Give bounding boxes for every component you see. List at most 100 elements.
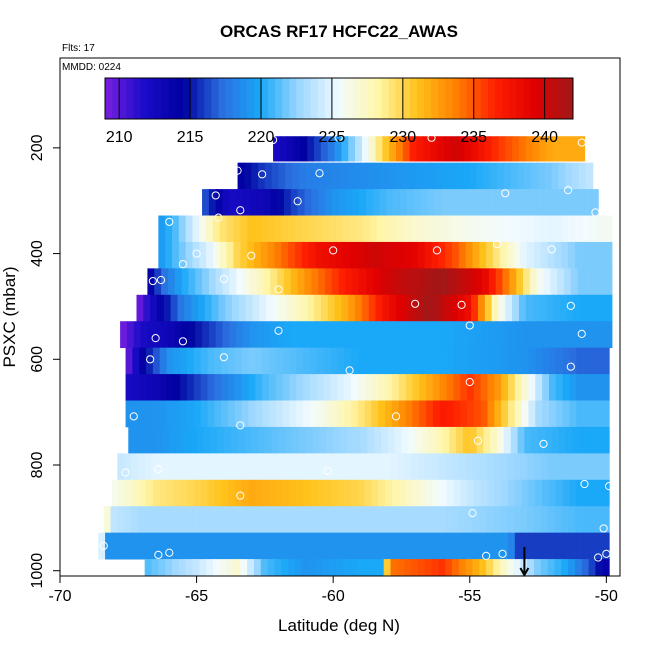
- heat-cell: [427, 189, 435, 216]
- heat-cell: [430, 294, 438, 322]
- heat-cell: [569, 532, 577, 560]
- heat-cell: [589, 400, 598, 428]
- colorbar-segment: [381, 78, 390, 119]
- heat-cell: [443, 136, 452, 162]
- heat-cell: [390, 453, 398, 481]
- heat-cell: [370, 453, 378, 481]
- sample-point: [329, 246, 338, 255]
- heat-cell: [237, 162, 245, 190]
- heat-cell: [568, 559, 576, 576]
- heat-cell: [294, 559, 303, 576]
- heat-cell: [319, 162, 327, 190]
- heat-cell: [523, 268, 531, 296]
- heat-cell: [212, 559, 221, 576]
- heat-cell: [372, 268, 381, 296]
- heat-cell: [576, 532, 584, 560]
- heat-cell: [330, 532, 338, 560]
- heat-cell: [166, 374, 174, 401]
- heat-cell: [296, 374, 304, 401]
- heat-cell: [243, 321, 251, 349]
- colorbar-segment: [133, 78, 141, 119]
- heat-cell: [243, 189, 251, 216]
- heat-cell: [540, 215, 549, 243]
- heat-cell: [320, 294, 329, 322]
- heat-cell: [255, 400, 263, 428]
- heat-cell: [453, 400, 461, 428]
- sample-point: [293, 197, 302, 206]
- heat-cell: [320, 136, 329, 162]
- heat-cell: [159, 400, 168, 428]
- heat-cell: [329, 241, 337, 269]
- heat-cell: [146, 400, 154, 428]
- heat-cell: [174, 268, 183, 296]
- heat-cell: [370, 559, 378, 576]
- heat-cell: [338, 321, 347, 349]
- heat-cell: [203, 426, 211, 454]
- heat-cell: [173, 400, 181, 428]
- heat-cell: [139, 347, 147, 375]
- heat-cell: [247, 506, 255, 534]
- heat-cell: [260, 506, 269, 534]
- heat-cell: [124, 453, 132, 481]
- heat-cell: [159, 479, 168, 507]
- heat-cell: [516, 268, 524, 296]
- heat-cell: [580, 136, 586, 162]
- heat-cell: [495, 189, 504, 216]
- heat-cell: [574, 215, 583, 243]
- heat-cell: [502, 268, 510, 296]
- heat-cell: [187, 400, 195, 428]
- heat-cell: [513, 241, 521, 269]
- heat-cell: [604, 268, 613, 296]
- heat-cell: [226, 506, 235, 534]
- heat-cell: [452, 215, 460, 243]
- colorbar-segment: [296, 78, 305, 119]
- heat-cell: [294, 215, 303, 243]
- heat-cell: [431, 241, 439, 269]
- heat-cell: [475, 321, 483, 349]
- colorbar-segment: [190, 78, 198, 119]
- heat-cell: [281, 241, 289, 269]
- heat-cell: [497, 162, 505, 190]
- heat-cell: [345, 189, 353, 216]
- heat-cell: [247, 559, 255, 576]
- heat-cell: [318, 268, 326, 296]
- heat-cell: [492, 215, 501, 243]
- heat-cell: [551, 426, 560, 454]
- heat-cell: [342, 241, 351, 269]
- sample-point: [219, 353, 228, 362]
- heat-cell: [495, 268, 504, 296]
- heat-cell: [158, 215, 166, 243]
- heat-cell: [516, 189, 524, 216]
- heat-cell: [467, 374, 475, 401]
- heat-cell: [144, 559, 153, 576]
- heat-cell: [416, 294, 424, 322]
- heat-cell: [315, 215, 323, 243]
- heat-cell: [579, 426, 587, 454]
- heat-cell: [372, 189, 381, 216]
- heat-cell: [228, 374, 236, 401]
- colorbar-segment: [310, 78, 319, 119]
- heat-cell: [340, 162, 348, 190]
- sample-point: [594, 553, 603, 562]
- heat-cell: [540, 241, 549, 269]
- colorbar-segment: [339, 78, 347, 119]
- heat-cell: [506, 241, 515, 269]
- heat-cell: [363, 506, 371, 534]
- sample-point: [391, 412, 401, 421]
- heat-cell: [241, 374, 250, 401]
- heat-cell: [315, 453, 323, 481]
- heat-cell: [208, 189, 217, 216]
- heat-cell: [529, 268, 538, 296]
- heat-cell: [596, 532, 605, 560]
- heat-cell: [277, 189, 285, 216]
- heat-cell: [454, 189, 463, 216]
- heat-cell: [401, 426, 409, 454]
- heat-cell: [499, 559, 508, 576]
- heat-cell: [409, 294, 418, 322]
- heat-cell: [467, 400, 475, 428]
- heat-cell: [520, 453, 528, 481]
- heat-cell: [185, 506, 194, 534]
- colorbar-tick-label: 215: [177, 129, 204, 146]
- heat-cell: [420, 321, 429, 349]
- heat-cell: [564, 268, 572, 296]
